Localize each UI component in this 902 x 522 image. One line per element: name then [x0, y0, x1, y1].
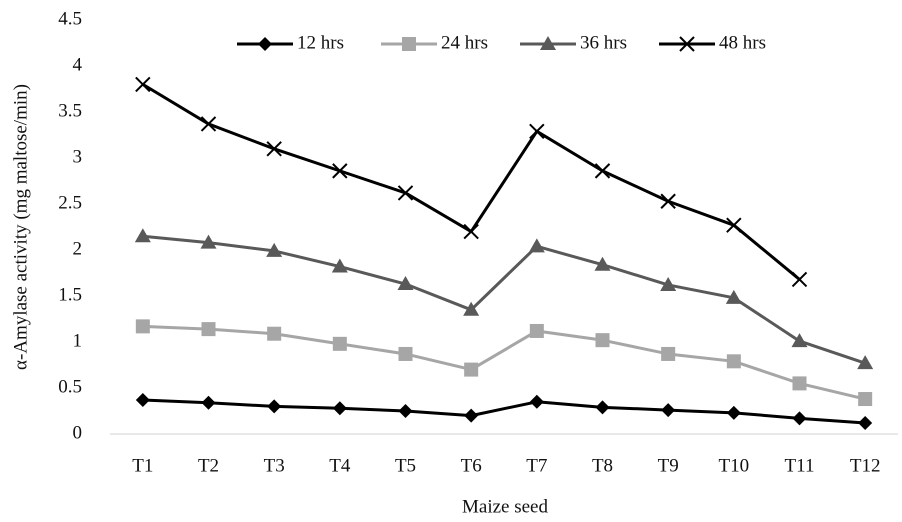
x-tick-label: T8 — [592, 455, 613, 476]
marker — [858, 392, 873, 407]
marker — [726, 405, 741, 420]
marker — [398, 346, 413, 361]
y-tick-label: 1.5 — [58, 284, 82, 305]
marker — [725, 289, 742, 304]
marker — [266, 242, 283, 257]
y-tick-label: 3.5 — [58, 100, 82, 121]
marker — [258, 37, 272, 51]
marker — [398, 404, 413, 418]
y-tick-label: 0 — [73, 422, 83, 443]
y-tick-label: 4.5 — [58, 8, 82, 29]
marker — [332, 401, 347, 416]
marker — [792, 376, 807, 391]
legend-label: 24 hrs — [441, 32, 488, 53]
marker — [397, 276, 414, 291]
marker — [402, 37, 416, 51]
legend-label: 12 hrs — [297, 32, 344, 53]
legend-label: 48 hrs — [719, 32, 766, 53]
marker — [726, 217, 742, 233]
x-tick-label: T11 — [785, 455, 815, 476]
x-tick-label: T9 — [658, 455, 679, 476]
marker — [660, 193, 676, 209]
marker — [792, 411, 807, 426]
marker — [594, 163, 611, 179]
x-tick-label: T12 — [850, 455, 881, 476]
marker — [679, 36, 695, 52]
marker — [464, 408, 479, 423]
marker — [540, 36, 556, 50]
marker — [528, 238, 545, 253]
marker — [661, 403, 676, 418]
marker — [331, 258, 348, 273]
marker — [529, 123, 545, 140]
marker — [858, 415, 873, 430]
x-tick-label: T10 — [719, 455, 750, 476]
y-tick-label: 4 — [73, 54, 83, 75]
x-axis-label: Maize seed — [462, 496, 548, 517]
marker — [463, 223, 479, 240]
marker — [201, 395, 216, 410]
y-tick-label: 1 — [73, 330, 83, 351]
marker — [135, 76, 151, 93]
x-tick-label: T1 — [132, 455, 153, 476]
x-tick-label: T7 — [526, 455, 547, 476]
marker — [135, 319, 150, 334]
marker — [594, 256, 611, 271]
marker — [332, 336, 347, 351]
marker — [791, 333, 808, 348]
marker — [464, 362, 479, 377]
y-axis-label: α-Amylase activity (mg maltose/min) — [10, 84, 31, 370]
marker — [791, 271, 808, 288]
x-tick-label: T4 — [329, 455, 351, 476]
marker — [266, 141, 282, 157]
marker — [200, 234, 217, 249]
y-tick-label: 3 — [73, 146, 83, 167]
y-tick-label: 0.5 — [58, 376, 82, 397]
marker — [201, 322, 216, 337]
marker — [267, 399, 282, 414]
marker — [595, 333, 610, 348]
x-tick-label: T5 — [395, 455, 416, 476]
x-tick-label: T6 — [461, 455, 482, 476]
marker — [595, 400, 610, 415]
marker — [726, 354, 741, 369]
marker — [660, 276, 677, 291]
marker — [397, 185, 414, 201]
x-tick-label: T2 — [198, 455, 219, 476]
marker — [200, 116, 217, 132]
x-tick-label: T3 — [264, 455, 285, 476]
series-line — [142, 324, 866, 401]
marker — [661, 346, 676, 361]
series-line — [142, 83, 801, 281]
y-tick-label: 2 — [73, 238, 83, 259]
marker — [529, 394, 544, 409]
legend-label: 36 hrs — [580, 32, 627, 53]
marker — [134, 228, 151, 243]
y-tick-label: 2.5 — [58, 192, 82, 213]
marker — [857, 355, 874, 370]
marker — [463, 301, 480, 316]
marker — [135, 392, 150, 407]
marker — [267, 326, 282, 341]
series-line — [142, 234, 866, 365]
marker — [332, 163, 348, 179]
marker — [529, 323, 544, 338]
series-line — [142, 398, 866, 425]
